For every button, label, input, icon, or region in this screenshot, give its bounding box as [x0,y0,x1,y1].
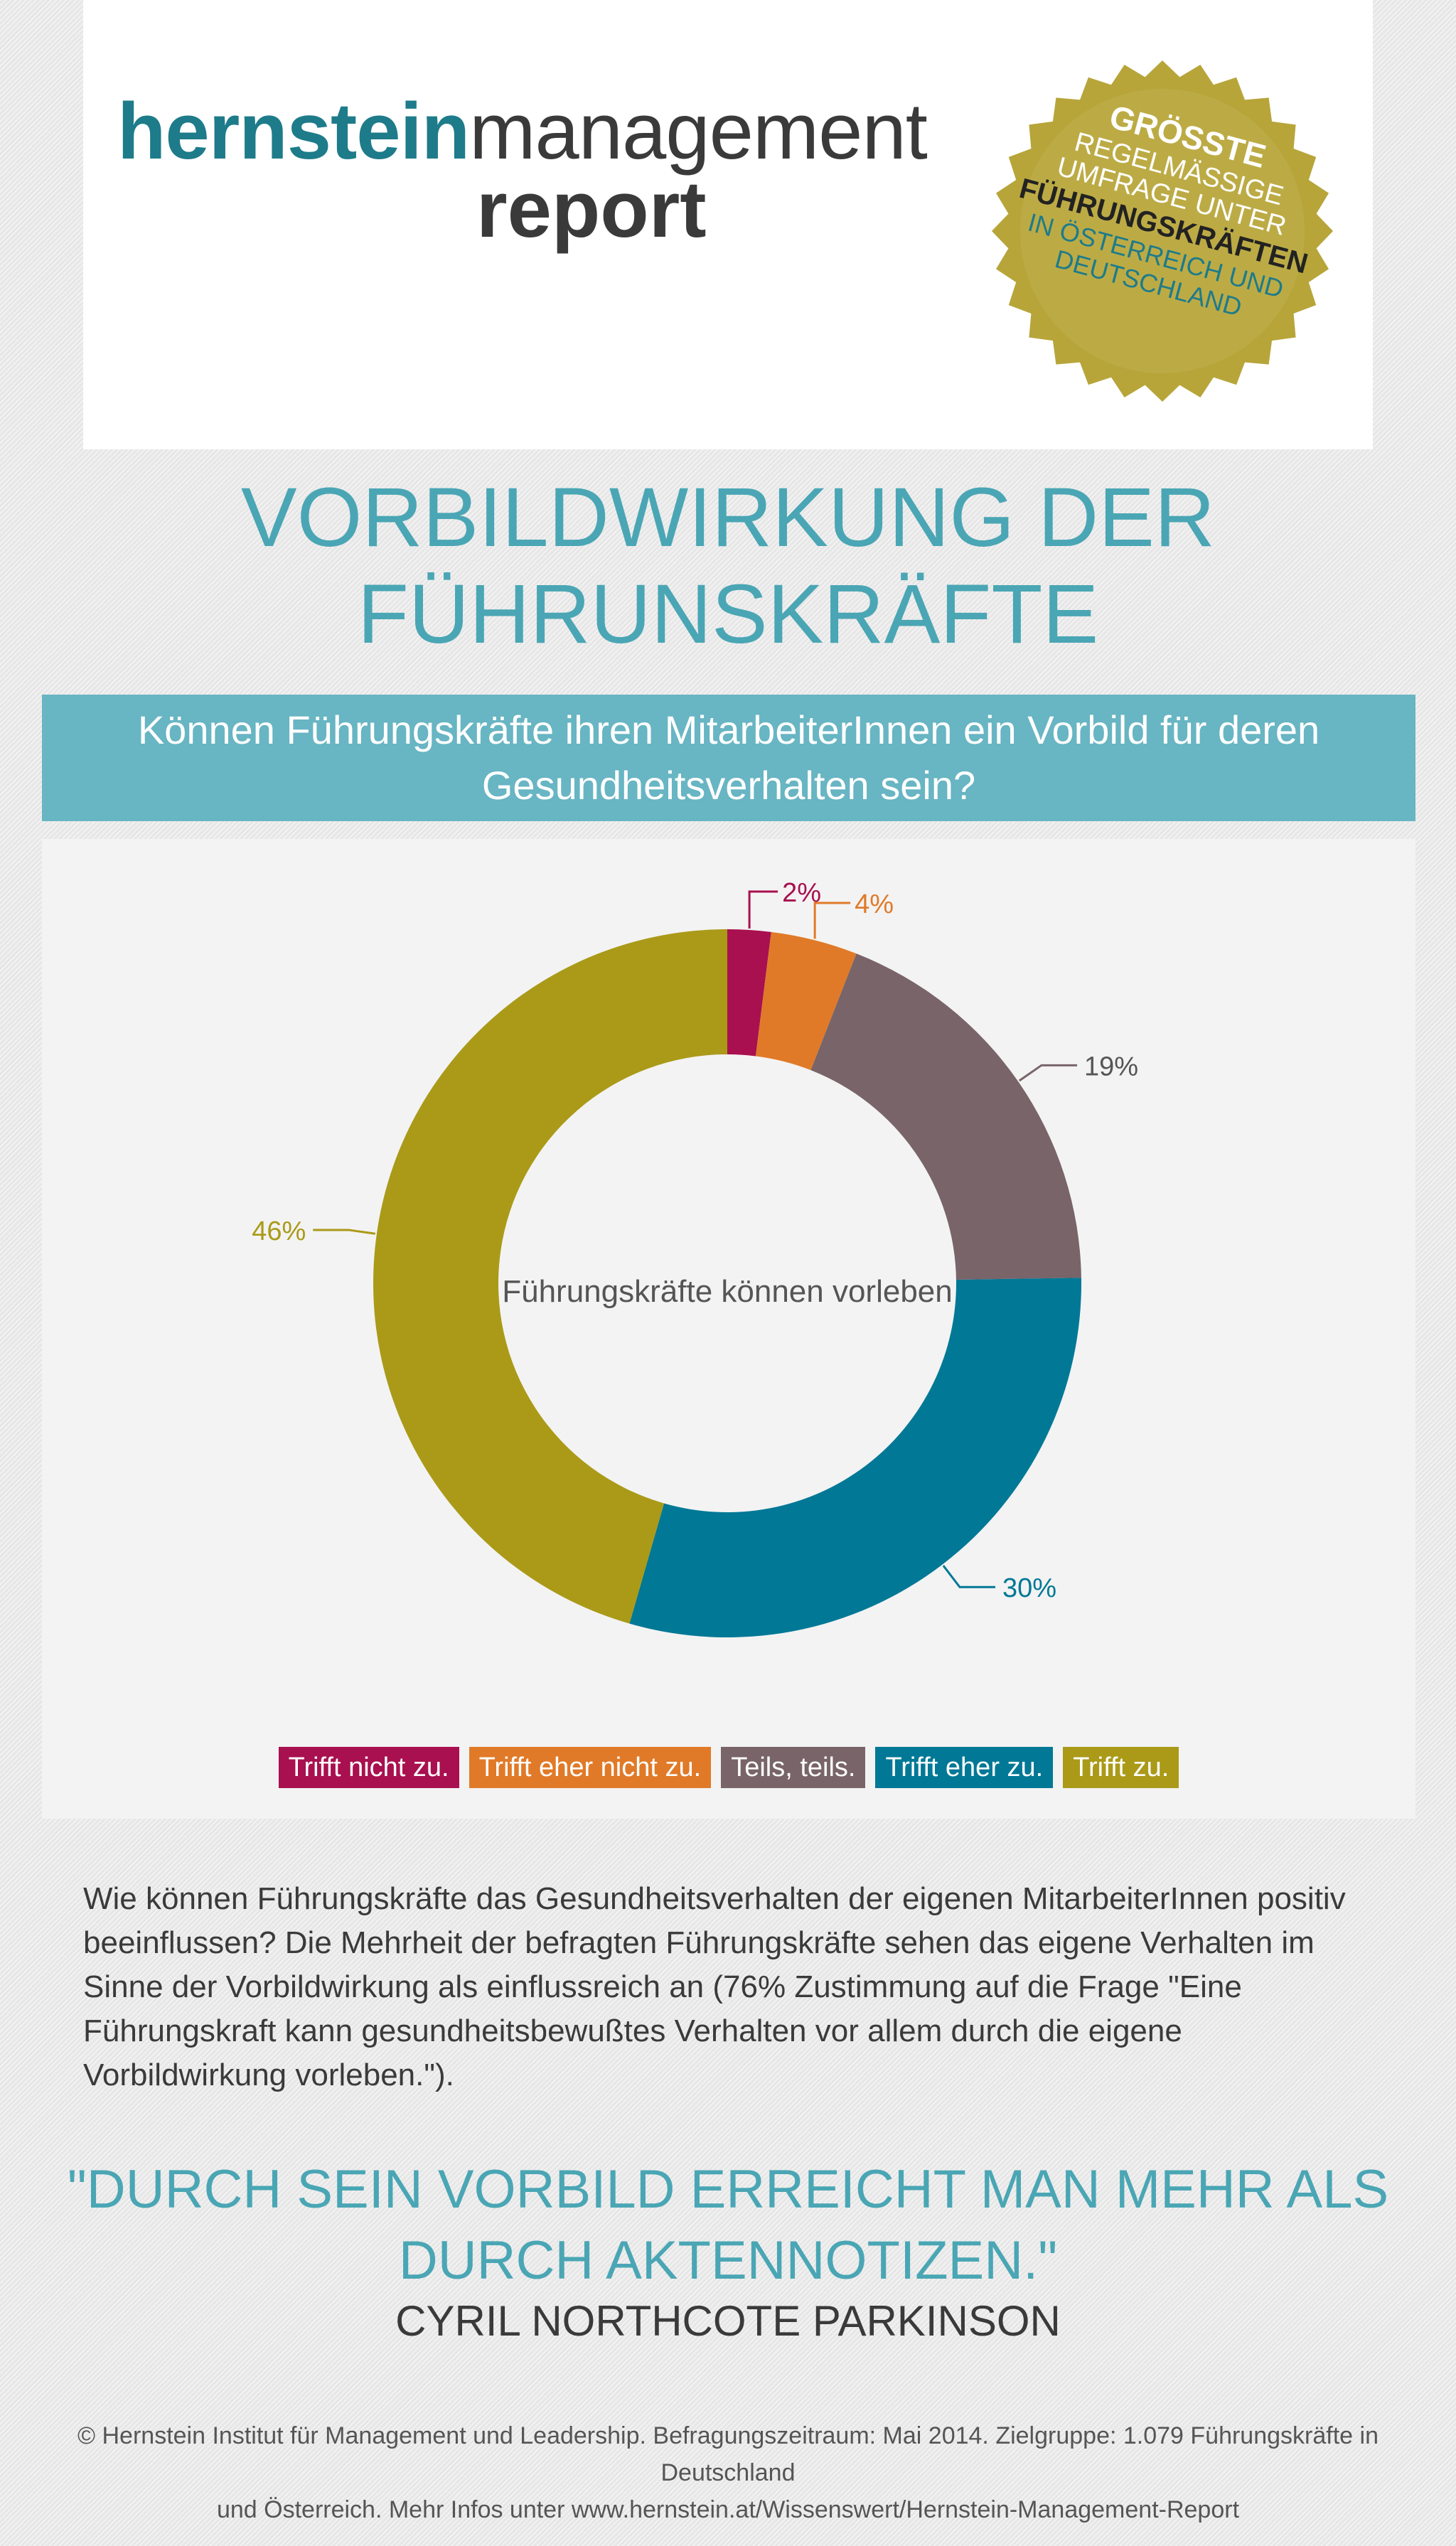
question-line: Können Führungskräfte ihren MitarbeiterI… [137,707,1320,752]
label-leader-line [1018,1064,1078,1082]
logo-text-sub: report [476,165,707,254]
label-leader-line [748,890,778,929]
data-label: 46% [252,1216,306,1246]
donut-slice [727,929,771,1057]
header-panel: hernsteinmanagement report GRÖSSTE REGEL… [83,0,1373,449]
body-paragraph: Wie können Führungskräfte das Gesundheit… [83,1881,1346,2092]
donut-chart: 2% 4% 19% 30% 46% Führungskräfte können vorl… [252,878,1138,1637]
survey-seal-badge: GRÖSSTE REGELMÄSSIGE UMFRAGE UNTER FÜHRU… [992,60,1333,402]
question-line: Gesundheitsverhalten sein? [481,763,976,808]
data-label: 19% [1084,1052,1138,1081]
data-label: 4% [855,889,894,919]
question-banner: Können Führungskräfte ihren MitarbeiterI… [42,695,1415,821]
donut-slice [755,931,857,1071]
hernstein-logo: hernsteinmanagement report [117,85,970,256]
chart-legend: Trifft nicht zu. Trifft eher nicht zu. Tei… [42,1747,1415,1788]
donut-slice [629,1278,1082,1637]
footer-line: und Österreich. Mehr Infos unter www.her… [216,2496,1240,2523]
legend-item: Trifft eher nicht zu. [469,1747,712,1788]
logo-text-light: management [469,87,928,176]
legend-item: Trifft zu. [1063,1747,1179,1788]
logo-text-bold: hernstein [117,87,470,176]
donut-slice [810,953,1081,1280]
data-label: 2% [782,878,821,908]
legend-item: Trifft eher zu. [875,1747,1054,1788]
page-title: VORBILDWIRKUNG DER FÜHRUNSKRÄFTE [0,469,1456,663]
quote: "DURCH SEIN VORBILD ERREICHT MAN MEHR AL… [0,2154,1456,2296]
footer-note: © Hernstein Institut für Management und … [28,2417,1428,2528]
footer-line: © Hernstein Institut für Management und … [77,2422,1379,2486]
chart-center-label: Führungskräfte können vorleben [502,1274,953,1309]
data-label: 30% [1002,1573,1056,1603]
legend-item: Teils, teils. [721,1747,866,1788]
page-title-line: FÜHRUNSKRÄFTE [357,567,1099,661]
donut-slice [373,929,727,1624]
quote-line: "DURCH SEIN VORBILD ERREICHT MAN MEHR AL… [67,2159,1389,2220]
label-leader-line [813,902,851,939]
label-leader-line [313,1229,376,1235]
page-title-line: VORBILDWIRKUNG DER [240,471,1216,565]
label-leader-line [942,1565,995,1588]
quote-author: CYRIL NORTHCOTE PARKINSON [395,2297,1061,2345]
quote-line: DURCH AKTENNOTIZEN." [398,2230,1058,2291]
chart-panel: 2% 4% 19% 30% 46% Führungskräfte können vorl… [42,839,1415,1819]
legend-item: Trifft nicht zu. [278,1747,459,1788]
